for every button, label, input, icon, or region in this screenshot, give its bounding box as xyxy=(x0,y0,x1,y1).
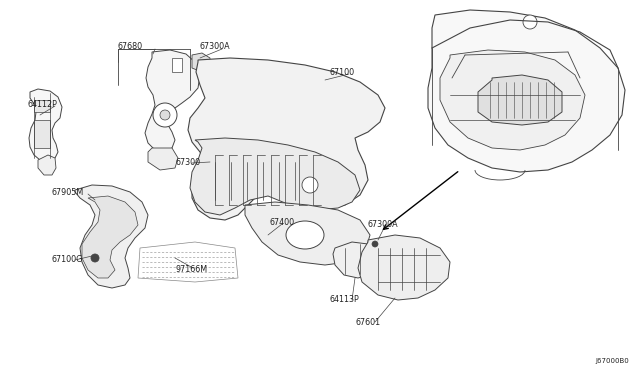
Text: 64113P: 64113P xyxy=(330,295,360,304)
Text: 67100G: 67100G xyxy=(52,255,83,264)
Polygon shape xyxy=(145,50,200,152)
Polygon shape xyxy=(478,75,562,125)
Circle shape xyxy=(302,177,318,193)
Polygon shape xyxy=(192,53,210,72)
Polygon shape xyxy=(172,58,182,72)
Polygon shape xyxy=(190,138,360,215)
Circle shape xyxy=(523,15,537,29)
Text: 67400: 67400 xyxy=(270,218,295,227)
Text: 67100: 67100 xyxy=(330,68,355,77)
Polygon shape xyxy=(245,202,370,265)
Polygon shape xyxy=(358,235,450,300)
Text: 67680: 67680 xyxy=(118,42,143,51)
Polygon shape xyxy=(34,120,50,148)
Polygon shape xyxy=(38,155,56,175)
Text: 64112P: 64112P xyxy=(28,100,58,109)
Polygon shape xyxy=(188,58,385,220)
Polygon shape xyxy=(333,242,380,278)
Polygon shape xyxy=(440,50,585,150)
Text: 67905M: 67905M xyxy=(52,188,84,197)
Polygon shape xyxy=(29,89,62,162)
Polygon shape xyxy=(82,196,138,278)
Circle shape xyxy=(372,241,378,247)
Polygon shape xyxy=(428,10,625,172)
Text: 67300A: 67300A xyxy=(200,42,230,51)
Ellipse shape xyxy=(286,221,324,249)
Ellipse shape xyxy=(292,174,328,196)
Text: J67000B0: J67000B0 xyxy=(595,358,628,364)
Text: 67300: 67300 xyxy=(175,158,200,167)
Text: 67601: 67601 xyxy=(355,318,380,327)
Text: 67300A: 67300A xyxy=(368,220,399,229)
Text: 97166M: 97166M xyxy=(175,265,207,274)
Circle shape xyxy=(91,254,99,262)
Polygon shape xyxy=(75,185,148,288)
Circle shape xyxy=(160,110,170,120)
Circle shape xyxy=(153,103,177,127)
Polygon shape xyxy=(248,170,275,195)
Polygon shape xyxy=(34,100,50,112)
Polygon shape xyxy=(148,148,178,170)
